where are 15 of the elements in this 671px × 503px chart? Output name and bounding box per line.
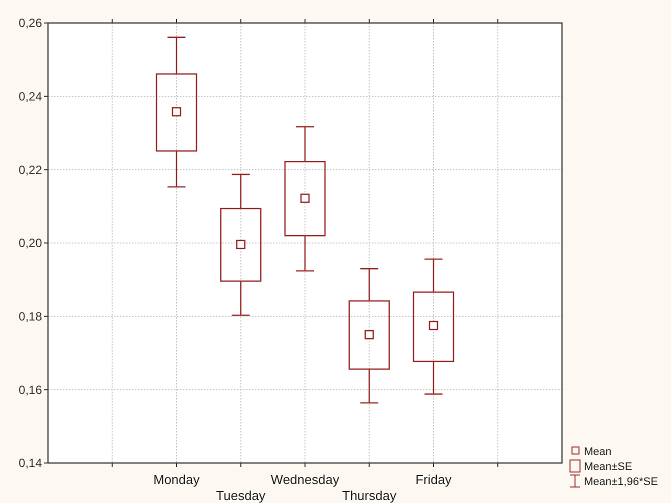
text: Mean±SE	[584, 460, 632, 473]
x-tick-label: Monday	[153, 472, 200, 487]
text: Mean±1,96*SE	[584, 476, 658, 488]
x-tick-label: Tuesday	[216, 488, 266, 503]
x-tick-label: Wednesday	[270, 472, 340, 487]
y-tick-label: 0,20	[18, 236, 42, 250]
y-tick-label: 0,24	[18, 90, 42, 104]
y-tick-label: 0,22	[18, 162, 42, 177]
x-tick-label: Friday	[415, 472, 452, 487]
y-tick-label: 0,14	[18, 456, 42, 470]
y-tick-label: 0,18	[18, 310, 42, 324]
x-tick-label: Thursday	[342, 488, 397, 503]
text: Mean	[584, 446, 612, 458]
y-tick-label: 0,26	[18, 16, 42, 30]
y-tick-label: 0,16	[18, 382, 42, 397]
